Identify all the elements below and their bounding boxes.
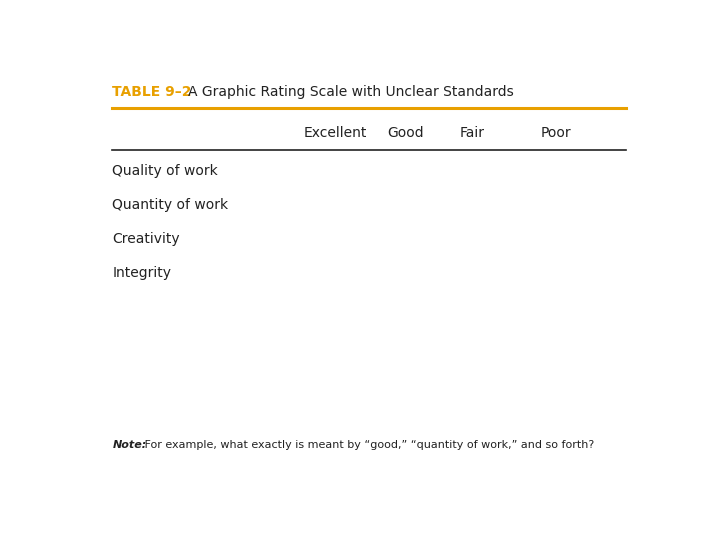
Text: Fair: Fair	[460, 126, 485, 140]
Text: For example, what exactly is meant by “good,” “quantity of work,” and so forth?: For example, what exactly is meant by “g…	[141, 440, 595, 450]
Text: Note:: Note:	[112, 440, 147, 450]
Text: Excellent: Excellent	[304, 126, 367, 140]
Text: A Graphic Rating Scale with Unclear Standards: A Graphic Rating Scale with Unclear Stan…	[188, 85, 513, 99]
Text: Good: Good	[387, 126, 423, 140]
Text: Integrity: Integrity	[112, 266, 171, 280]
Text: Poor: Poor	[541, 126, 571, 140]
Text: TABLE 9–2: TABLE 9–2	[112, 85, 192, 99]
Text: Creativity: Creativity	[112, 232, 180, 246]
Text: Quality of work: Quality of work	[112, 164, 218, 178]
Text: Quantity of work: Quantity of work	[112, 198, 228, 212]
